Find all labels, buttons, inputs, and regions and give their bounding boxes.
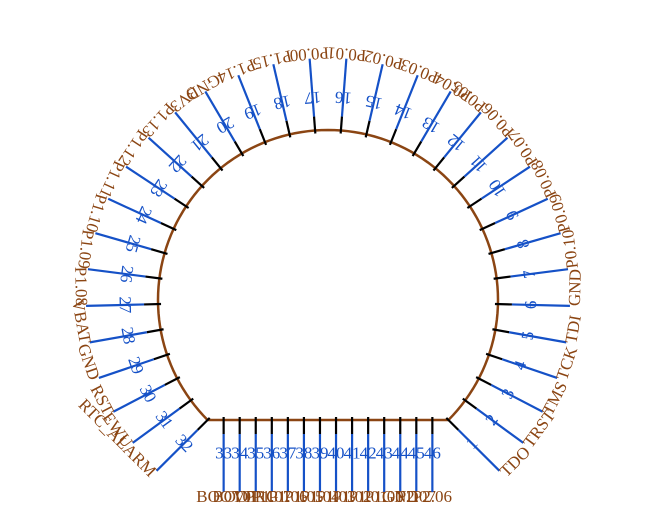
pin-number-label-40: 40 [328,443,345,462]
pin-number-label-43: 43 [376,443,393,462]
pin-tick-1 [446,418,458,430]
pin-number-label-12: 12 [444,130,469,155]
pin-number-label-30: 30 [136,382,161,406]
pin-number-label-2: 2 [482,411,502,429]
pin-name-label-4: TCK [552,343,581,382]
pin-number-label-28: 28 [117,326,139,346]
pin-number-label-41: 41 [344,443,361,462]
pin-tick-17 [314,117,315,134]
pin-number-label-42: 42 [360,443,377,462]
pin-number-label-9: 9 [502,207,523,223]
pin-number-label-37: 37 [279,443,297,462]
pin-number-label-14: 14 [391,99,414,123]
pin-name-label-6: GND [565,269,585,306]
pin-number-label-4: 4 [510,358,531,373]
pin-number-label-6: 6 [521,300,540,309]
pinout-diagram: 1 TDO 2 TRST 3 TMS 4 TCK 5 TDI 6 GND 7 P0.10 8 P0.09 9 P0… [0,0,657,525]
pin-number-label-44: 44 [392,443,410,462]
pin-number-label-25: 25 [122,233,145,255]
pin-name-label-26: P1.09 [74,228,98,269]
pin-number-label-33: 33 [215,443,232,462]
pin-number-label-39: 39 [311,443,328,462]
pin-name-label-15: P0.02 [362,46,404,73]
pin-tick-31 [180,399,194,409]
pin-tick-10 [467,199,481,208]
pin-tick-22 [192,177,205,188]
pin-number-label-46: 46 [424,443,441,462]
pin-number-label-21: 21 [187,130,212,155]
pin-number-label-26: 26 [116,265,137,284]
pin-name-label-3: TMS [538,378,571,418]
pin-number-label-3: 3 [498,385,519,401]
pin-name-label-25: P1.10 [82,192,111,235]
pin-number-label-20: 20 [213,113,237,138]
pin-number-label-27: 27 [115,296,134,314]
pin-tick-16 [341,117,342,134]
pin-number-label-23: 23 [146,176,171,201]
pin-number-label-31: 31 [152,407,177,432]
pin-number-label-5: 5 [518,330,538,342]
pin-name-label-29: GND [74,341,104,382]
pin-number-label-35: 35 [247,443,264,462]
pin-number-label-29: 29 [124,354,147,376]
pin-name-label-7: P0.10 [558,228,582,269]
pin-tick-23 [174,199,188,208]
pin-name-label-16: P0.01 [326,43,367,65]
pin-tick-11 [452,177,465,188]
pin-number-label-38: 38 [295,443,312,462]
pin-number-label-17: 17 [303,88,322,108]
chip-boundary [158,130,498,420]
pin-tick-21 [212,157,223,170]
pin-number-label-24: 24 [131,203,156,227]
pin-number-label-19: 19 [241,100,264,124]
pin-number-label-34: 34 [231,443,249,462]
pin-number-label-36: 36 [263,443,280,462]
pin-name-label-1: TDO [496,443,534,481]
pin-tick-12 [433,157,444,170]
pin-number-label-10: 10 [485,176,510,201]
pin-number-label-18: 18 [272,91,293,113]
pin-tick-2 [463,399,477,409]
pin-name-label-5: TDI [561,313,585,345]
pin-name-label-46: P2.06 [413,487,452,506]
pin-number-label-8: 8 [513,237,534,250]
pinout-svg: 1 TDO2 TRST3 TMS4 TCK5 TDI6 GND7P0.108P0.099P0… [0,0,657,525]
pin-number-label-13: 13 [419,113,443,138]
pin-number-label-15: 15 [363,91,384,113]
pin-tick-32 [198,418,210,430]
pin-number-label-16: 16 [334,88,352,108]
pin-number-label-45: 45 [408,443,425,462]
pin-name-label-17: P0.00 [289,43,330,65]
pin-number-label-7: 7 [519,268,539,279]
